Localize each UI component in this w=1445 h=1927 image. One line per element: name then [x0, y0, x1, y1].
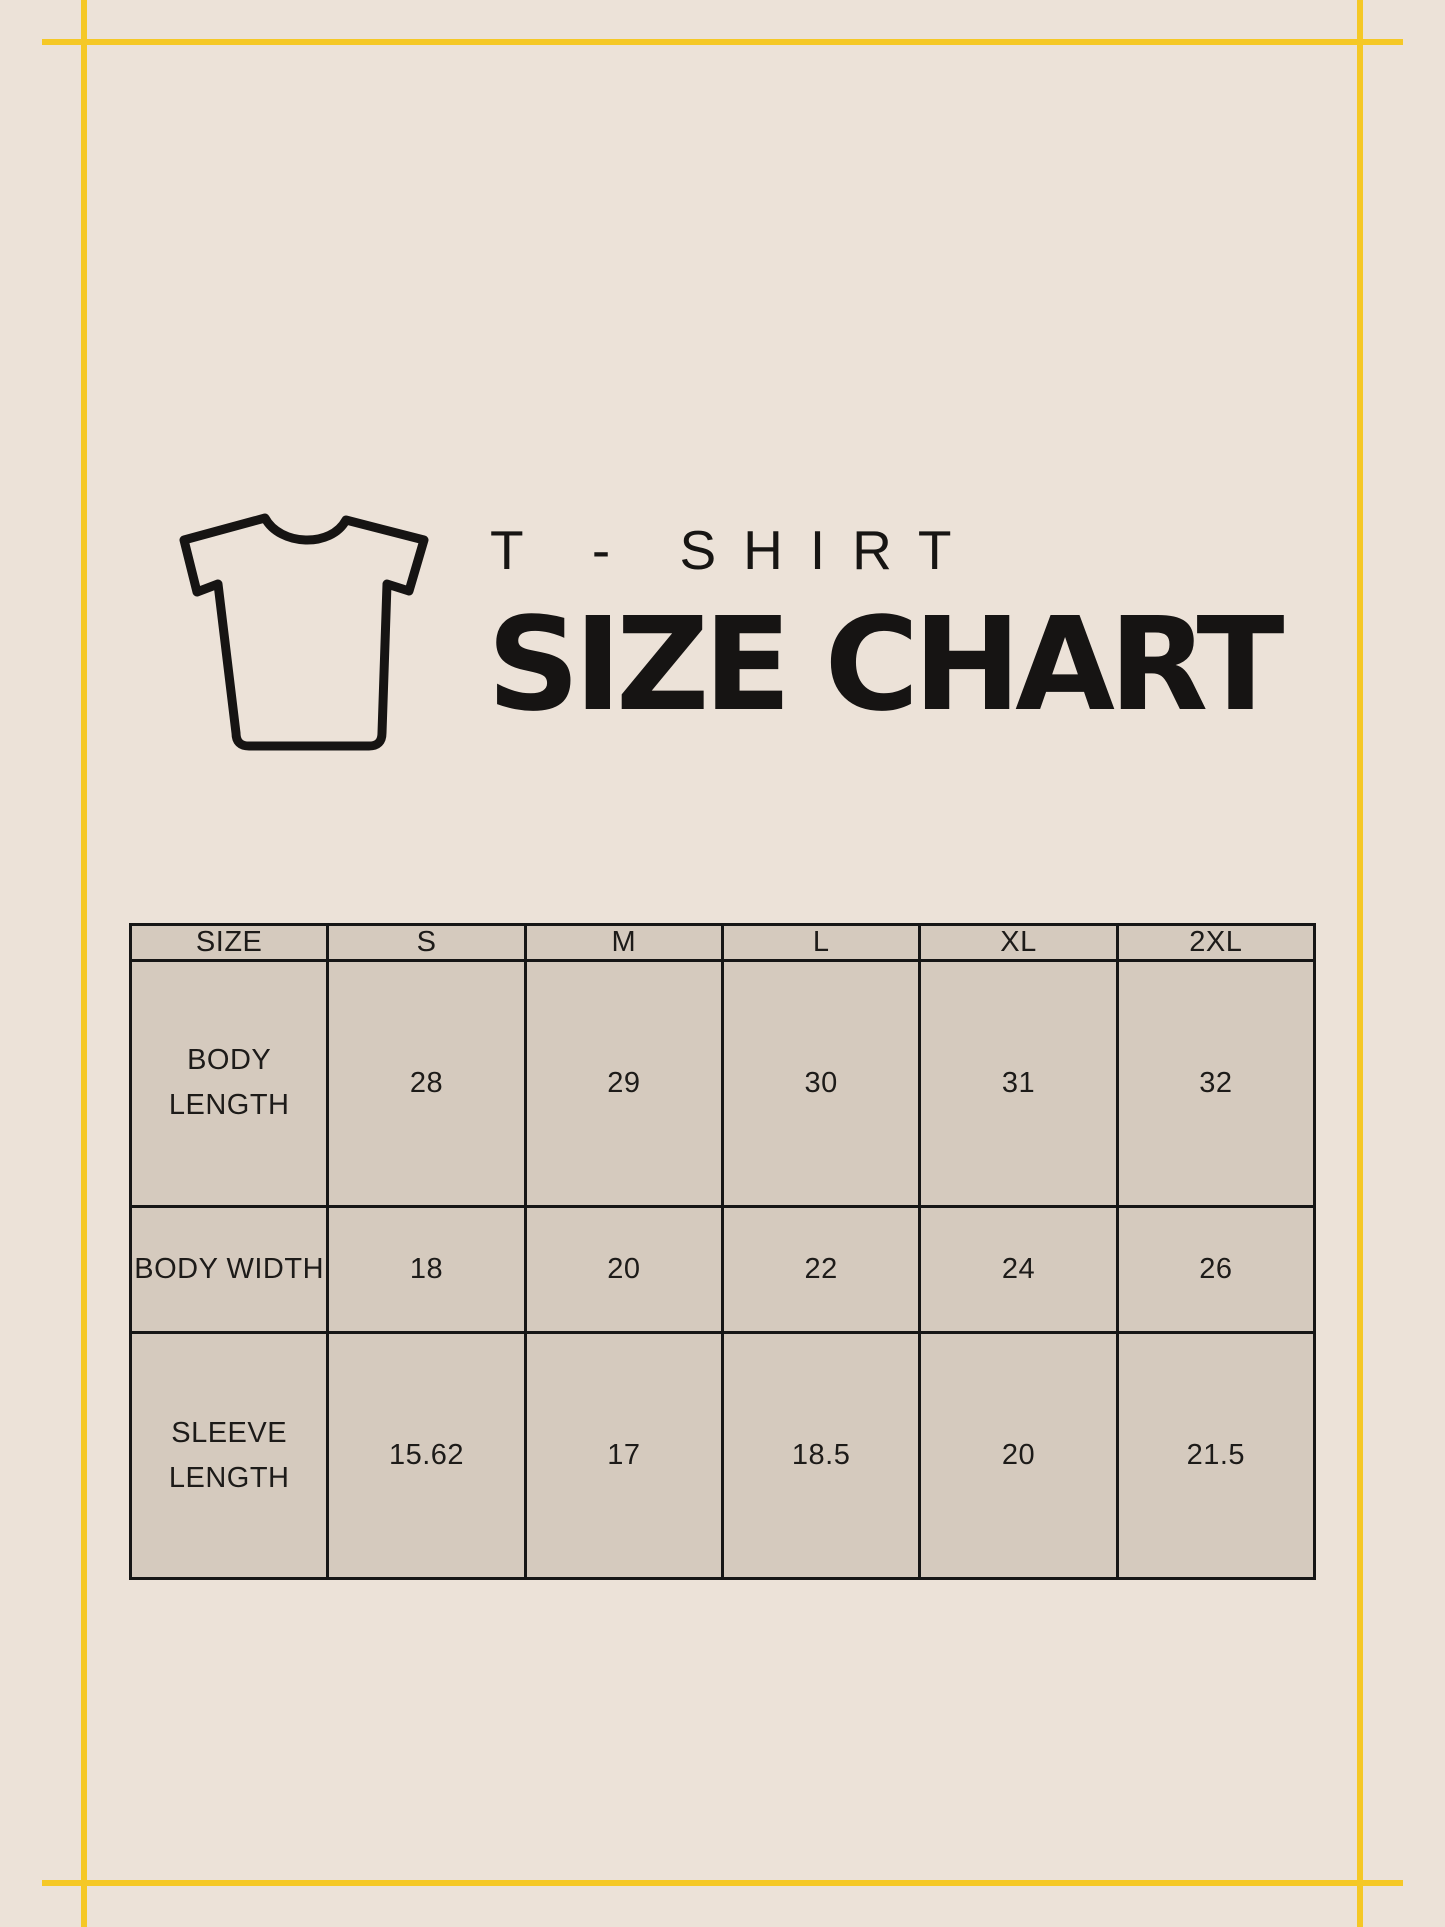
column-header-l: L	[720, 923, 922, 962]
page-title: SIZE CHART	[487, 590, 1284, 740]
tshirt-icon	[179, 513, 429, 751]
table-cell: 17	[523, 1331, 724, 1580]
table-cell: 18.5	[720, 1331, 922, 1580]
size-table: SIZE S M L XL 2XL BODY LENGTH 28 29 30 3…	[128, 923, 1317, 1580]
row-label-body-length: BODY LENGTH	[128, 959, 330, 1208]
table-cell: 26	[1115, 1204, 1317, 1335]
table-cell: 24	[918, 1204, 1119, 1335]
table-cell: 21.5	[1115, 1331, 1317, 1580]
table-row: BODY WIDTH 18 20 22 24 26	[128, 1204, 1317, 1335]
table-row: SLEEVE LENGTH 15.62 17 18.5 20 21.5	[128, 1331, 1317, 1580]
table-cell: 15.62	[326, 1331, 527, 1580]
column-header-2xl: 2XL	[1115, 923, 1317, 962]
table-cell: 32	[1115, 959, 1317, 1208]
frame-vertical-line-left	[81, 0, 87, 1927]
frame-vertical-line-right	[1357, 0, 1363, 1927]
table-cell: 22	[720, 1204, 922, 1335]
table-header-row: SIZE S M L XL 2XL	[128, 923, 1317, 962]
table-cell: 30	[720, 959, 922, 1208]
table-cell: 20	[918, 1331, 1119, 1580]
table-row: BODY LENGTH 28 29 30 31 32	[128, 959, 1317, 1208]
frame-horizontal-line-top	[42, 39, 1403, 45]
column-header-xl: XL	[918, 923, 1119, 962]
column-header-s: S	[326, 923, 527, 962]
table-cell: 29	[523, 959, 724, 1208]
table-cell: 28	[326, 959, 527, 1208]
table-cell: 31	[918, 959, 1119, 1208]
table-cell: 20	[523, 1204, 724, 1335]
row-label-body-width: BODY WIDTH	[128, 1204, 330, 1335]
column-header-m: M	[523, 923, 724, 962]
frame-horizontal-line-bottom	[42, 1880, 1403, 1886]
eyebrow-label: T - SHIRT	[490, 519, 979, 581]
table-cell: 18	[326, 1204, 527, 1335]
row-label-sleeve-length: SLEEVE LENGTH	[128, 1331, 330, 1580]
column-header-size: SIZE	[128, 923, 330, 962]
